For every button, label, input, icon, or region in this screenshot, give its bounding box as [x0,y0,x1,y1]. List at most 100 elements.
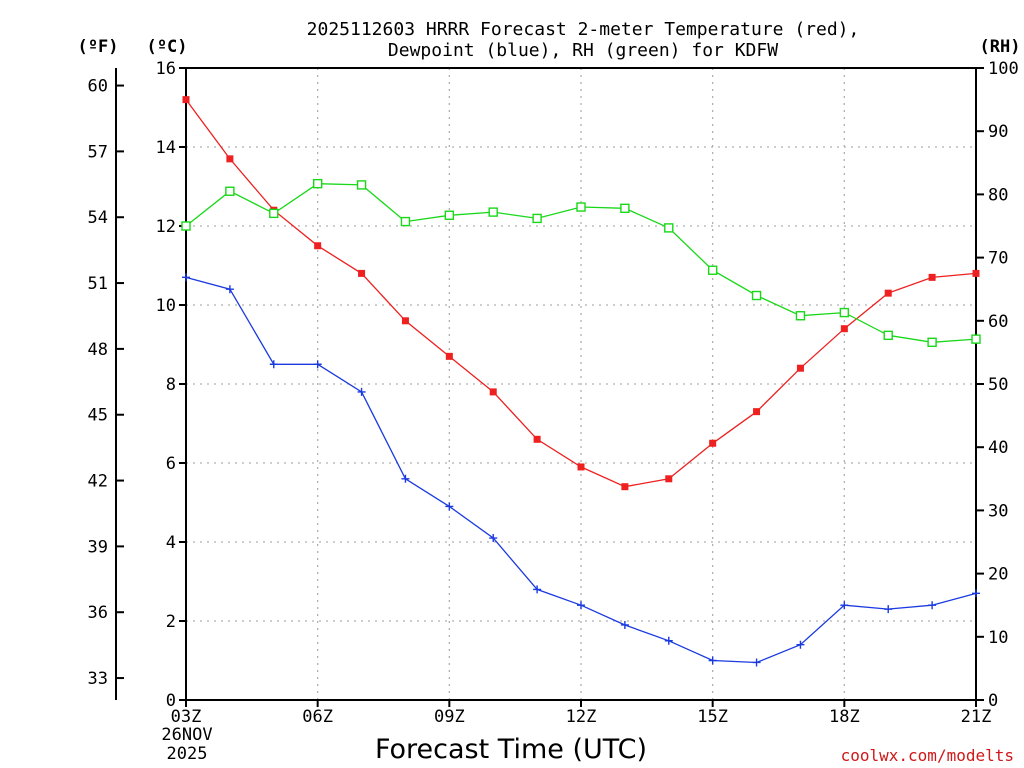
dewpoint-point [577,601,585,610]
celsius-unit-label: (ºC) [147,37,188,57]
rh-point [883,330,893,341]
temperature-point [314,242,322,250]
rh-point [181,221,191,231]
rh-tick-label: 100 [988,59,1019,79]
x-tick-label: 18Z [829,707,860,727]
temperature-point [533,435,541,443]
x-tick-label: 09Z [434,707,465,727]
celsius-tick-label: 16 [156,59,176,79]
axis-ticks: 0 2 4 6 8 10 12 14 16 33 36 39 42 45 48 51 54 57 60 0 10 20 30… [88,59,1019,727]
dewpoint-point [182,273,190,282]
celsius-tick-label: 0 [166,691,176,711]
x-tick-label: 03Z [171,707,202,727]
dewpoint-point [752,658,761,667]
rh-point [532,213,542,224]
dewpoint-point [269,360,278,369]
fahrenheit-tick-label: 45 [88,406,108,426]
temperature-point [928,273,936,281]
chart-title-line-2: Dewpoint (blue), RH (green) for KDFW [388,40,778,61]
rh-tick-label: 0 [988,691,998,711]
dewpoint-point [445,502,454,511]
fahrenheit-tick-label: 57 [88,142,108,162]
temperature-point [972,269,980,277]
rh-point [356,180,367,190]
date-label-day: 26NOV [161,725,212,745]
dewpoint-point [884,605,893,614]
celsius-tick-label: 2 [166,612,176,632]
dewpoint-point [489,534,498,543]
rh-point [839,307,850,318]
fahrenheit-tick-label: 36 [88,603,108,623]
temperature-point [709,439,717,447]
fahrenheit-tick-label: 39 [88,537,108,557]
rh-tick-label: 20 [988,565,1008,585]
rh-point [269,208,279,219]
fahrenheit-tick-label: 54 [88,208,108,228]
rh-tick-label: 60 [988,312,1008,332]
rh-point [400,216,411,227]
x-axis-label: Forecast Time (UTC) [375,734,647,765]
temperature-point [401,317,409,325]
temperature-point [358,269,366,277]
temperature-point [226,155,234,163]
celsius-tick-label: 6 [166,454,176,474]
celsius-tick-label: 8 [166,375,176,395]
grid-lines [186,68,976,700]
rh-series [181,178,981,347]
celsius-tick-label: 12 [156,217,176,237]
dewpoint-point [401,474,410,483]
rh-tick-label: 30 [988,501,1008,521]
temperature-point [884,289,892,297]
dewpoint-point [796,640,805,649]
dewpoint-point [972,589,980,598]
x-tick-label: 15Z [697,707,728,727]
temperature-point [577,463,585,471]
temperature-point [445,352,453,360]
fahrenheit-tick-label: 48 [88,340,108,360]
x-tick-label: 21Z [961,707,992,727]
temperature-point [796,364,804,372]
rh-point [576,202,586,212]
fahrenheit-tick-label: 51 [88,274,108,294]
rh-tick-label: 10 [988,628,1008,648]
temperature-point [621,483,629,491]
rh-point [620,203,630,214]
x-tick-label: 06Z [302,707,333,727]
rh-point [927,337,937,347]
rh-point [312,178,323,189]
dewpoint-point [928,601,937,610]
celsius-tick-label: 10 [156,296,176,316]
celsius-tick-label: 14 [156,138,176,158]
temperature-point [840,325,848,333]
dewpoint-point [708,656,717,665]
temperature-point [753,408,761,416]
temperature-point [665,475,673,483]
temperature-point [182,96,190,104]
dewpoint-point [840,601,849,610]
dewpoint-series [182,273,980,667]
fahrenheit-tick-label: 60 [88,77,108,97]
temperature-series [182,96,980,491]
rh-tick-label: 90 [988,122,1008,142]
rh-point [664,223,674,233]
rh-point [707,265,718,275]
dewpoint-point [620,620,629,629]
dewpoint-point [664,636,673,645]
data-series [181,96,981,667]
dewpoint-point [313,360,322,369]
fahrenheit-unit-label: (ºF) [78,37,119,57]
rh-point [795,311,806,321]
fahrenheit-tick-label: 33 [88,669,108,689]
celsius-tick-label: 4 [166,533,176,553]
rh-tick-label: 40 [988,438,1008,458]
chart-title: 2025112603 HRRR Forecast 2-meter Tempera… [307,19,860,61]
rh-point [488,207,498,217]
date-label-year: 2025 [167,744,208,764]
rh-point [225,186,235,196]
rh-unit-label: (RH) [980,37,1021,57]
credit-text: coolwx.com/modelts [841,746,1014,765]
temperature-point [489,388,497,396]
rh-point [444,210,455,220]
rh-tick-label: 80 [988,185,1008,205]
